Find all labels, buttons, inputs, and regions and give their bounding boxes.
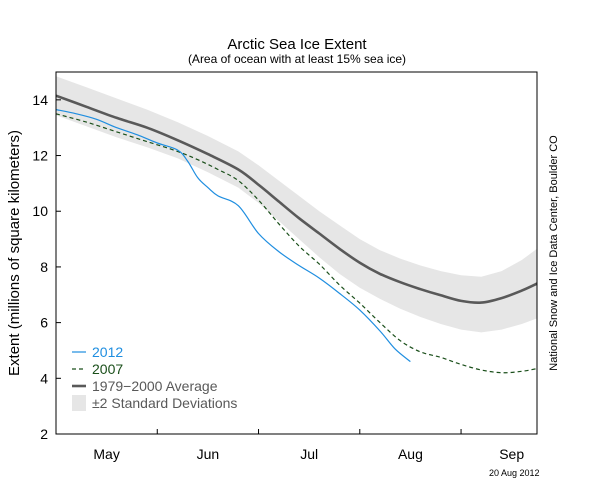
y-tick-label: 6 <box>40 315 48 331</box>
x-tick-label-aug: Aug <box>398 446 423 462</box>
chart-subtitle: (Area of ocean with at least 15% sea ice… <box>188 52 406 66</box>
y-tick-label: 14 <box>32 92 48 108</box>
x-tick-label-jun: Jun <box>197 446 220 462</box>
legend-label-2007: 2007 <box>92 361 123 377</box>
y-tick-label: 10 <box>32 203 48 219</box>
series-line-2012 <box>55 109 411 363</box>
legend-label-std-dev: ±2 Standard Deviations <box>92 395 237 411</box>
x-axis: May Jun Jul Aug Sep <box>93 429 524 462</box>
x-tick-label-may: May <box>93 446 119 462</box>
legend-label-average: 1979−2000 Average <box>92 378 218 394</box>
legend-label-2012: 2012 <box>92 344 123 360</box>
legend-swatch-std-dev <box>72 395 86 411</box>
y-tick-label: 4 <box>40 370 48 386</box>
y-axis: 2 4 6 8 10 12 14 <box>32 92 61 442</box>
plot-frame <box>55 71 538 435</box>
x-tick-label-sep: Sep <box>499 446 524 462</box>
std-dev-band-layer <box>56 76 537 333</box>
y-tick-label: 8 <box>40 259 48 275</box>
plot-area <box>55 71 538 435</box>
std-dev-band <box>56 76 537 333</box>
y-tick-label: 2 <box>40 426 48 442</box>
chart-title: Arctic Sea Ice Extent <box>227 36 367 53</box>
y-tick-label: 12 <box>32 148 48 164</box>
y-axis-label: Extent (millions of square kilometers) <box>6 130 23 376</box>
credit-text: National Snow and Ice Data Center, Bould… <box>548 135 560 371</box>
series-line-1979-2000-average <box>55 94 538 304</box>
series-layer <box>55 94 538 374</box>
series-line-2007 <box>55 113 538 374</box>
date-stamp: 20 Aug 2012 <box>489 468 540 478</box>
x-tick-label-jul: Jul <box>300 446 318 462</box>
